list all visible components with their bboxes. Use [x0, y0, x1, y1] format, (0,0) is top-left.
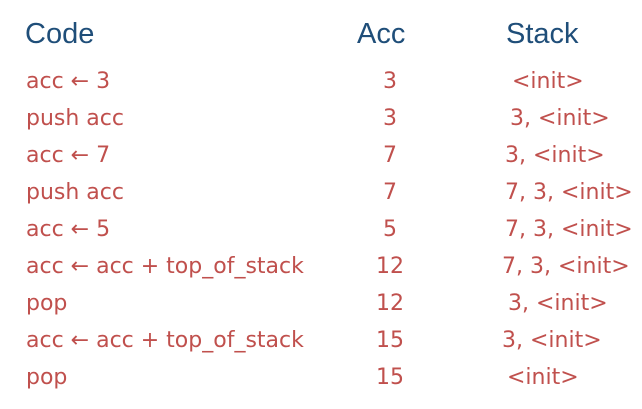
table-row: acc ← acc + top_of_stack 15 3, <init> [0, 322, 642, 359]
acc-cell: 15 [376, 328, 404, 353]
acc-cell: 7 [383, 143, 397, 168]
acc-cell: 7 [383, 180, 397, 205]
stack-cell: <init> [512, 69, 584, 94]
table-row: pop 15 <init> [0, 359, 642, 396]
acc-cell: 12 [376, 291, 404, 316]
table-row: pop 12 3, <init> [0, 285, 642, 322]
stack-cell: 3, <init> [505, 143, 605, 168]
acc-cell: 3 [383, 106, 397, 131]
stack-cell: 7, 3, <init> [505, 217, 633, 242]
table-row: push acc 3 3, <init> [0, 100, 642, 137]
table-row: push acc 7 7, 3, <init> [0, 174, 642, 211]
stack-cell: 7, 3, <init> [505, 180, 633, 205]
table-row: acc ← 3 3 <init> [0, 63, 642, 100]
table-row: acc ← acc + top_of_stack 12 7, 3, <init> [0, 248, 642, 285]
stack-column-header: Stack [506, 18, 579, 50]
acc-cell: 3 [383, 69, 397, 94]
code-cell: push acc [26, 180, 124, 205]
code-cell: acc ← acc + top_of_stack [26, 254, 304, 279]
code-cell: pop [26, 291, 68, 316]
code-cell: acc ← acc + top_of_stack [26, 328, 304, 353]
stack-cell: <init> [507, 365, 579, 390]
table-row: acc ← 7 7 3, <init> [0, 137, 642, 174]
code-cell: acc ← 3 [26, 69, 111, 94]
stack-cell: 3, <init> [508, 291, 608, 316]
code-cell: acc ← 5 [26, 217, 111, 242]
stack-cell: 3, <init> [510, 106, 610, 131]
code-column-header: Code [25, 18, 95, 50]
code-cell: acc ← 7 [26, 143, 111, 168]
stack-cell: 3, <init> [502, 328, 602, 353]
table-row: acc ← 5 5 7, 3, <init> [0, 211, 642, 248]
acc-column-header: Acc [357, 18, 406, 50]
acc-cell: 5 [383, 217, 397, 242]
code-cell: pop [26, 365, 68, 390]
stack-cell: 7, 3, <init> [502, 254, 630, 279]
trace-table: acc ← 3 3 <init> push acc 3 3, <init> ac… [0, 63, 642, 396]
acc-cell: 12 [376, 254, 404, 279]
code-cell: push acc [26, 106, 124, 131]
acc-cell: 15 [376, 365, 404, 390]
